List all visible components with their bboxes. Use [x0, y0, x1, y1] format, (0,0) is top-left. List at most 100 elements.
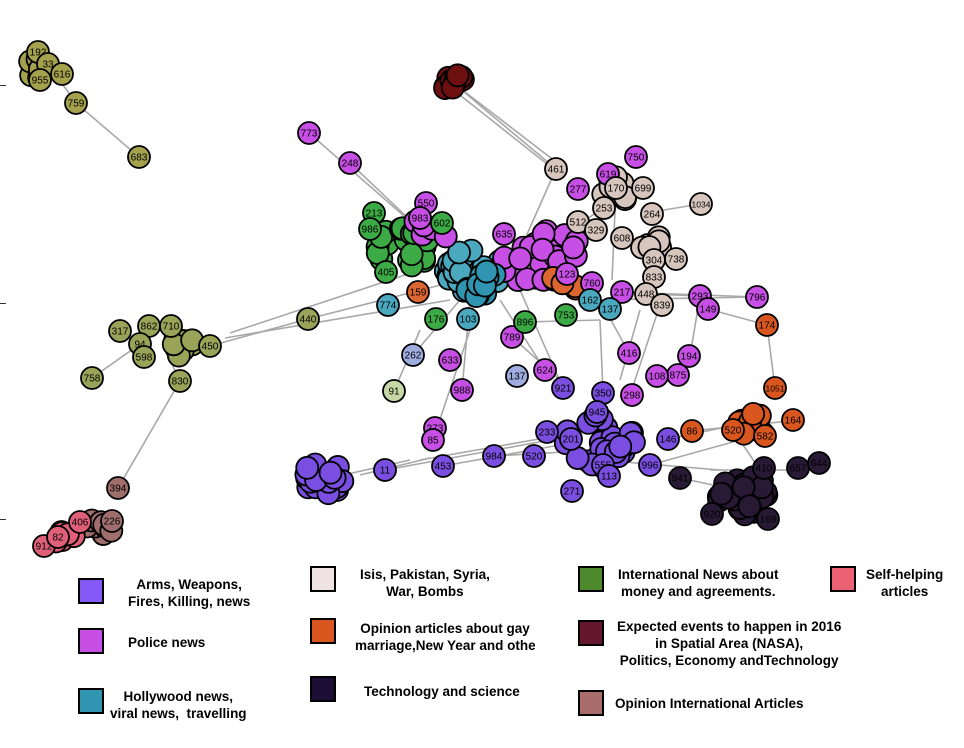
- graph-node: 986: [358, 217, 382, 241]
- node-label: 839: [654, 301, 671, 312]
- node-circle: [668, 466, 692, 490]
- node-label: 996: [642, 461, 659, 472]
- legend-label-opinion_intl: Opinion International Articles: [615, 696, 804, 711]
- node-circle: [624, 145, 648, 169]
- graph-node: 453: [431, 454, 455, 478]
- node-label: 86: [686, 427, 698, 438]
- graph-edge: [349, 162, 411, 221]
- node-circle: [318, 460, 343, 485]
- node-label: 405: [378, 268, 395, 279]
- node-label: 304: [646, 256, 663, 267]
- graph-node: 753: [554, 303, 578, 327]
- node-label: 699: [635, 184, 652, 195]
- node-label: 448: [638, 290, 655, 301]
- legend-swatch-opinion_gay: [310, 618, 336, 644]
- node-circle: [106, 476, 130, 500]
- graph-node: 440: [296, 307, 320, 331]
- graph-node: 633: [438, 348, 462, 372]
- graph-node: 955: [28, 68, 52, 92]
- node-circle: [592, 196, 616, 220]
- node-label: 169: [760, 515, 777, 526]
- legend-swatch-technology: [310, 676, 336, 702]
- node-circle: [406, 280, 430, 304]
- graph-node: 750: [624, 145, 648, 169]
- node-label: 738: [668, 255, 685, 266]
- node-label: 440: [300, 315, 317, 326]
- node-circle: [168, 369, 192, 393]
- graph-node: 582: [753, 424, 777, 448]
- node-circle: [533, 358, 557, 382]
- graph-node-unlabeled: [447, 240, 471, 265]
- graph-node: 450: [198, 334, 222, 358]
- legend-label-international: International News about money and agree…: [618, 567, 779, 599]
- node-circle: [763, 376, 787, 400]
- node-circle: [445, 63, 470, 88]
- node-circle: [456, 307, 480, 331]
- graph-node: 103: [456, 307, 480, 331]
- graph-node: 416: [617, 341, 641, 365]
- node-label: 164: [785, 416, 802, 427]
- graph-edge: [75, 102, 140, 158]
- graph-node: 921: [551, 376, 575, 400]
- node-label: 912: [36, 542, 53, 553]
- node-circle: [598, 297, 622, 321]
- node-circle: [28, 68, 52, 92]
- node-circle: [482, 444, 506, 468]
- node-label: 170: [608, 184, 625, 195]
- graph-node-unlabeled: [445, 63, 470, 88]
- graph-node-unlabeled: [741, 401, 766, 426]
- graph-node: 758: [80, 366, 104, 390]
- node-label: 1034: [692, 200, 711, 210]
- node-circle: [737, 494, 762, 519]
- graph-node: 253: [592, 196, 616, 220]
- graph-node: 86: [680, 419, 704, 443]
- node-label: 945: [589, 408, 606, 419]
- node-circle: [566, 177, 590, 201]
- node-circle: [447, 240, 471, 265]
- node-circle: [610, 226, 634, 250]
- node-circle: [752, 456, 776, 480]
- graph-node-unlabeled: [561, 235, 586, 260]
- node-label: 149: [700, 305, 717, 316]
- graph-node: 176: [424, 307, 448, 331]
- node-circle: [561, 235, 586, 260]
- node-circle: [297, 121, 321, 145]
- node-circle: [664, 247, 688, 271]
- node-label: 213: [366, 209, 383, 220]
- node-circle: [585, 400, 609, 424]
- graph-node: 520: [522, 444, 546, 468]
- graph-node: 162: [578, 288, 602, 312]
- graph-node: 271: [560, 479, 584, 503]
- node-circle: [597, 464, 621, 488]
- node-label: 984: [486, 452, 503, 463]
- node-circle: [696, 297, 720, 321]
- node-circle: [638, 453, 662, 477]
- node-label: 512: [570, 218, 587, 229]
- node-circle: [46, 525, 70, 549]
- graph-node: 796: [745, 285, 769, 309]
- node-circle: [650, 293, 674, 317]
- graph-node: 149: [696, 297, 720, 321]
- legend-label-hollywood: Hollywood news, viral news, travelling: [110, 689, 247, 721]
- node-label: 410: [756, 464, 773, 475]
- node-circle: [374, 260, 398, 284]
- graph-node: 146: [656, 427, 680, 451]
- graph-node: 108: [645, 364, 669, 388]
- node-label: 921: [555, 384, 572, 395]
- node-label: 598: [136, 353, 153, 364]
- node-label: 137: [509, 372, 526, 383]
- node-label: 146: [660, 435, 677, 446]
- graph-node: 774: [376, 293, 400, 317]
- node-circle: [631, 176, 655, 200]
- node-label: 520: [725, 426, 742, 437]
- legend-swatch-isis: [310, 566, 336, 592]
- graph-node: 169: [756, 507, 780, 531]
- graph-node: 839: [650, 293, 674, 317]
- node-circle: [198, 334, 222, 358]
- graph-node: 410: [752, 456, 776, 480]
- node-label: 760: [584, 279, 601, 290]
- node-label: 248: [342, 159, 359, 170]
- graph-node: 657: [786, 456, 810, 480]
- legend-swatch-police: [78, 628, 104, 654]
